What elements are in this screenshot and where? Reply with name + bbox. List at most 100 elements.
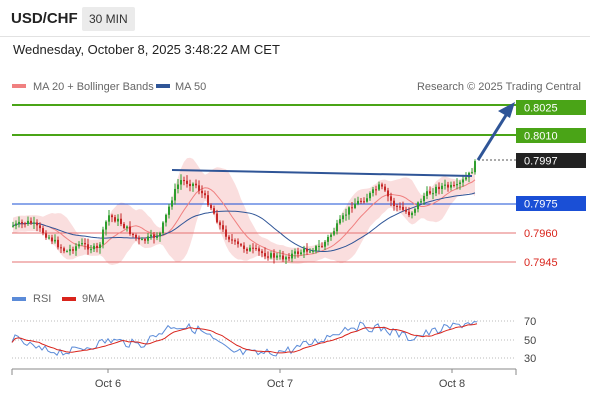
candle-body — [213, 208, 215, 214]
candle-body — [168, 206, 170, 215]
candle-body — [459, 182, 461, 185]
candle-body — [159, 233, 161, 237]
rsi-ma-line — [11, 323, 478, 354]
rsi-line — [11, 321, 478, 357]
candle-body — [177, 184, 179, 189]
candle-body — [150, 234, 152, 237]
candle-body — [90, 249, 92, 251]
level-box-7975 — [516, 196, 586, 211]
candle-body — [414, 209, 416, 213]
candle-body — [15, 223, 17, 226]
candle-body — [207, 195, 209, 206]
candle-body — [36, 222, 38, 226]
candle-body — [450, 184, 452, 188]
candle-body — [24, 223, 26, 225]
projection-arrow-shaft — [476, 111, 510, 161]
projection-arrow-head — [498, 102, 515, 118]
candle-body — [432, 193, 434, 195]
candle-body — [72, 249, 74, 251]
candle-body — [252, 247, 254, 249]
candle-body — [402, 206, 404, 210]
candle-body — [441, 185, 443, 190]
candle-body — [333, 231, 335, 235]
candle-body — [396, 206, 398, 208]
candle-body — [30, 220, 32, 224]
timeframe-button[interactable]: 30 MIN — [82, 7, 135, 31]
candle-body — [219, 222, 221, 226]
candle-body — [288, 257, 290, 259]
candle-body — [393, 200, 395, 207]
chart-header: USD/CHF 30 MIN — [0, 0, 590, 36]
rsi-legend: RSI 9MA — [12, 293, 105, 305]
candle-body — [273, 253, 275, 258]
candle-body — [375, 189, 377, 191]
candle-body — [87, 244, 89, 250]
candle-body — [195, 183, 197, 186]
candle-body — [327, 236, 329, 242]
candle-body — [408, 211, 410, 216]
candle-body — [96, 245, 98, 248]
rsi-gridlines — [12, 320, 516, 359]
rsi-legend-swatch — [12, 297, 26, 301]
rsi-tick-70: 70 — [524, 316, 536, 328]
candle-body — [348, 207, 350, 215]
candle-body — [111, 215, 113, 218]
candle-body — [240, 244, 242, 246]
rsi-tick-30: 30 — [524, 353, 536, 365]
candle-body — [198, 185, 200, 191]
candle-body — [342, 215, 344, 220]
level-label-8025: 0.8025 — [524, 103, 558, 115]
candle-body — [243, 245, 245, 249]
candle-body — [309, 251, 311, 253]
candle-body — [48, 237, 50, 239]
candle-body — [255, 248, 257, 250]
candle-body — [444, 184, 446, 186]
candle-body — [324, 241, 326, 247]
candle-body — [312, 250, 314, 252]
candle-body — [354, 203, 356, 208]
candle-body — [438, 186, 440, 190]
price-labels: 0.8025 0.8010 0.7997 0.7975 0.7960 0.794… — [516, 100, 586, 269]
candle-body — [372, 189, 374, 194]
x-tick-oct6: Oct 6 — [95, 378, 121, 390]
level-box-7997 — [516, 153, 586, 168]
candle-body — [417, 202, 419, 210]
candle-body — [39, 225, 41, 229]
candle-body — [174, 188, 176, 201]
candle-body — [162, 222, 164, 234]
candle-body — [366, 198, 368, 202]
ma20-legend-label: MA 20 + Bollinger Bands — [33, 81, 154, 93]
candle-body — [282, 255, 284, 260]
candle-body — [351, 207, 353, 209]
candle-body — [222, 225, 224, 230]
level-label-7960: 0.7960 — [524, 228, 558, 240]
candle-body — [447, 184, 449, 188]
symbol-title: USD/CHF — [11, 10, 78, 27]
candle-body — [78, 244, 80, 247]
candle-body — [180, 180, 182, 185]
candle-body — [234, 240, 236, 242]
candle-body — [144, 239, 146, 241]
candle-body — [405, 209, 407, 212]
level-box-8010 — [516, 128, 586, 143]
candle-body — [138, 237, 140, 240]
ma50-line — [12, 192, 476, 252]
candle-body — [474, 161, 476, 173]
candle-body — [27, 220, 29, 225]
candle-body — [429, 191, 431, 194]
candle-body — [147, 236, 149, 241]
candle-body — [453, 184, 455, 186]
candle-body — [18, 221, 20, 224]
chart-datetime: Wednesday, October 8, 2025 3:48:22 AM CE… — [13, 42, 280, 57]
x-tick-oct8: Oct 8 — [439, 378, 465, 390]
candle-body — [264, 253, 266, 257]
candle-body — [423, 195, 425, 202]
candle-body — [153, 234, 155, 238]
candle-body — [99, 244, 101, 248]
candle-body — [258, 248, 260, 252]
candle-body — [12, 225, 14, 227]
candle-body — [261, 251, 263, 254]
candle-body — [471, 172, 473, 174]
candle-body — [435, 186, 437, 194]
